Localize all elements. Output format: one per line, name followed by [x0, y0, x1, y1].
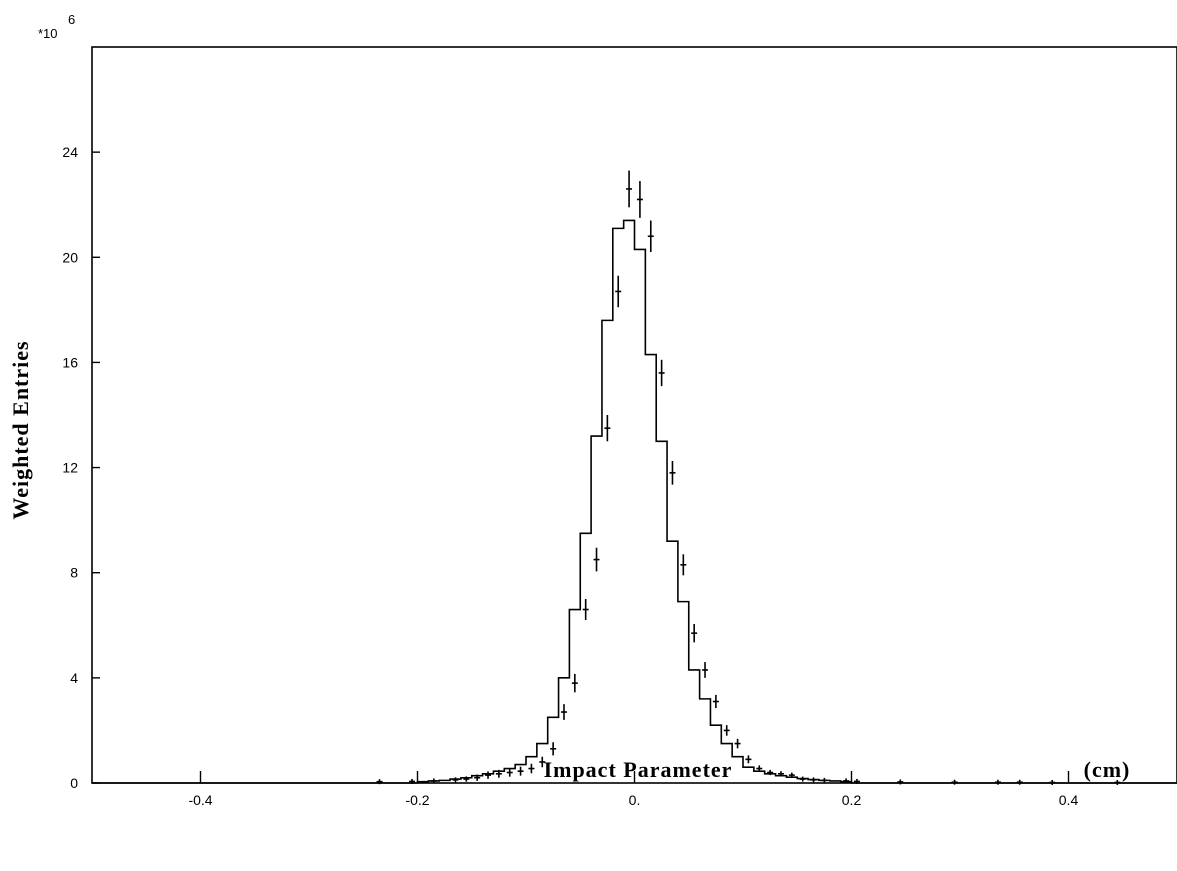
data-point — [734, 738, 741, 749]
data-point — [636, 181, 643, 218]
data-point — [1114, 779, 1121, 785]
data-point — [571, 673, 578, 693]
data-point — [843, 778, 850, 784]
data-point — [495, 769, 502, 778]
x-axis-unit: (cm) — [1084, 757, 1131, 782]
data-point — [810, 777, 817, 783]
x-axis-title: Impact Parameter — [544, 757, 733, 782]
y-multiplier-prefix: *10 — [38, 26, 58, 41]
x-tick-label: -0.2 — [405, 792, 429, 808]
y-tick-label: 16 — [62, 354, 78, 370]
data-point — [799, 776, 806, 782]
x-tick-label: 0.4 — [1059, 792, 1079, 808]
data-point — [994, 779, 1001, 785]
data-point — [1049, 779, 1056, 785]
x-tick-label: -0.4 — [188, 792, 212, 808]
data-point — [777, 771, 784, 777]
data-point — [626, 170, 633, 208]
data-point — [376, 779, 383, 785]
data-point — [691, 623, 698, 643]
data-point — [712, 694, 719, 709]
data-point — [485, 771, 492, 779]
y-multiplier-exponent: 6 — [68, 12, 75, 27]
data-point — [593, 547, 600, 572]
y-tick-label: 4 — [70, 670, 78, 686]
histogram-step-line — [92, 219, 1177, 784]
data-point — [506, 768, 513, 777]
data-point — [517, 766, 524, 776]
data-points — [376, 170, 1121, 785]
data-point — [788, 772, 795, 778]
data-point — [680, 554, 687, 576]
data-point — [615, 275, 622, 308]
data-point — [658, 359, 665, 387]
data-point — [430, 778, 437, 784]
x-tick-label: 0.2 — [842, 792, 862, 808]
data-point — [474, 774, 481, 781]
data-point — [756, 765, 763, 772]
data-point — [853, 778, 860, 784]
data-point — [745, 755, 752, 764]
data-point — [669, 461, 676, 485]
y-axis-ticks: 0 4 8 12 16 20 24 — [62, 144, 100, 791]
data-point — [821, 777, 828, 783]
y-tick-label: 0 — [70, 775, 78, 791]
data-point — [604, 415, 611, 442]
plot-frame — [91, 46, 1177, 784]
data-point — [409, 778, 416, 784]
data-point — [897, 779, 904, 785]
data-point — [560, 704, 567, 720]
data-point — [550, 742, 557, 756]
data-point — [723, 725, 730, 736]
data-point — [463, 776, 470, 782]
data-point — [582, 599, 589, 621]
data-point — [767, 769, 774, 776]
y-tick-label: 8 — [70, 565, 78, 581]
x-tick-label: 0. — [629, 792, 641, 808]
data-point — [647, 220, 654, 253]
y-tick-label: 12 — [62, 460, 78, 476]
y-tick-label: 20 — [62, 249, 78, 265]
data-point — [539, 756, 546, 768]
data-point — [951, 779, 958, 785]
data-point — [528, 763, 535, 774]
y-axis-title: Weighted Entries — [8, 340, 33, 519]
data-point — [452, 777, 459, 783]
data-point — [1016, 779, 1023, 785]
y-tick-label: 24 — [62, 144, 78, 160]
data-point — [702, 662, 709, 678]
